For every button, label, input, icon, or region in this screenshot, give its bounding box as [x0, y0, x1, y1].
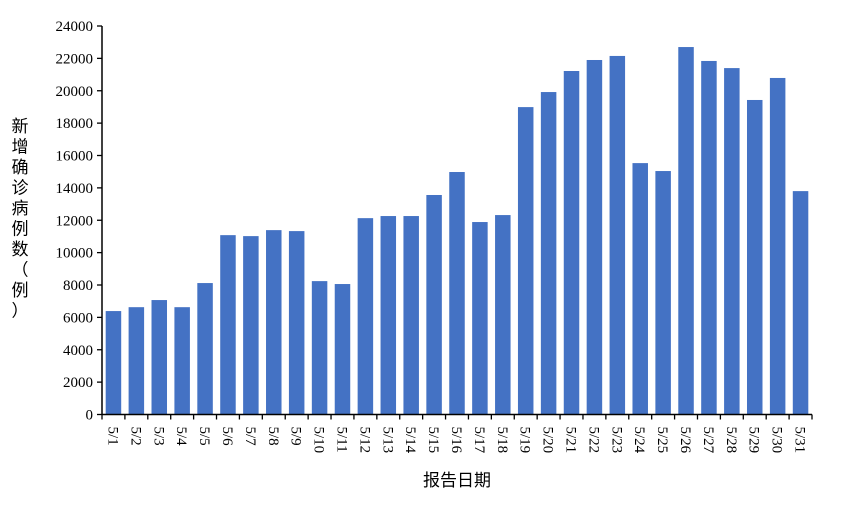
y-tick-label: 14000 [56, 181, 94, 197]
bar-5/1 [105, 311, 122, 415]
x-tick-label: 5/21 [563, 427, 579, 454]
x-tick-label: 5/17 [471, 427, 487, 454]
y-axis-title-char: 确 [12, 158, 29, 177]
bar-5/21 [563, 71, 580, 415]
x-tick-label: 5/19 [517, 427, 533, 454]
x-tick-label: 5/24 [631, 427, 647, 454]
bar-5/2 [128, 307, 145, 415]
bar-5/29 [746, 99, 763, 415]
y-tick-label: 16000 [56, 149, 94, 165]
x-tick-label: 5/10 [311, 427, 327, 454]
x-tick-label: 5/18 [494, 427, 510, 454]
bar-5/13 [380, 216, 397, 415]
bar-5/26 [678, 47, 694, 415]
bar-5/11 [334, 284, 351, 415]
y-tick-label: 6000 [63, 310, 93, 326]
y-axis-title-char: 病 [12, 199, 29, 218]
y-tick-label: 2000 [63, 375, 93, 391]
bar-5/10 [311, 281, 328, 415]
y-axis-title-char: （ [12, 261, 29, 280]
x-tick-label: 5/12 [356, 427, 372, 454]
x-tick-label: 5/4 [173, 427, 189, 447]
bar-5/4 [174, 307, 190, 415]
bar-5/7 [243, 236, 259, 415]
x-axis-title: 报告日期 [423, 471, 491, 490]
x-tick-label: 5/7 [242, 427, 258, 447]
x-tick-label: 5/16 [448, 427, 464, 454]
y-tick-label: 0 [86, 408, 94, 424]
x-tick-label: 5/15 [425, 427, 441, 454]
x-tick-label: 5/14 [402, 427, 418, 454]
bar-5/16 [449, 172, 465, 415]
x-tick-label: 5/5 [196, 427, 212, 446]
x-tick-label: 5/20 [540, 427, 556, 454]
axes-group [97, 25, 813, 420]
x-tick-label: 5/27 [700, 427, 716, 454]
y-axis-title-char: ） [12, 302, 29, 321]
x-tick-label: 5/22 [585, 427, 601, 454]
x-tick-label: 5/13 [379, 427, 395, 454]
x-tick-label: 5/26 [677, 427, 693, 454]
y-axis-title-char: 新 [12, 117, 29, 136]
y-tick-label: 10000 [56, 246, 94, 262]
y-tick-label: 4000 [63, 343, 93, 359]
bar-5/18 [495, 215, 511, 415]
y-axis-title-char: 诊 [12, 179, 29, 198]
bar-5/15 [426, 194, 442, 415]
x-tick-label: 5/2 [127, 427, 143, 446]
bar-5/19 [517, 107, 534, 415]
y-axis-title-char: 增 [12, 138, 29, 157]
x-tick-label: 5/3 [150, 427, 166, 446]
bar-5/27 [701, 60, 717, 415]
y-axis-title-char: 数 [12, 240, 29, 259]
bar-5/23 [609, 55, 626, 415]
y-tick-labels: 0 2000 4000 6000 8000 10000 12000 14000 16000 180… [56, 19, 94, 424]
bar-5/25 [655, 171, 671, 415]
y-tick-label: 24000 [56, 19, 94, 35]
bar-5/30 [769, 77, 786, 415]
y-tick-label: 20000 [56, 84, 94, 100]
x-tick-label: 5/25 [654, 427, 670, 454]
y-axis-title-char: 例 [12, 220, 29, 239]
bars-group [105, 47, 809, 415]
bar-5/24 [632, 163, 648, 415]
bar-5/31 [792, 191, 809, 415]
bar-5/20 [540, 92, 557, 415]
x-tick-labels: 5/1 5/2 5/3 5/4 5/5 5/6 5/7 5/8 5/9 5/10 5/11 5/12 5… [104, 427, 807, 454]
x-tick-label: 5/31 [792, 427, 808, 454]
x-tick-label: 5/28 [723, 427, 739, 454]
x-tick-label: 5/11 [333, 427, 349, 453]
y-tick-label: 22000 [56, 51, 94, 67]
bar-5/6 [220, 235, 236, 415]
bar-5/17 [472, 222, 488, 415]
bar-5/12 [357, 218, 374, 415]
bar-5/14 [403, 216, 419, 415]
x-tick-label: 5/6 [219, 427, 235, 447]
x-tick-label: 5/29 [746, 427, 762, 454]
bar-5/28 [724, 68, 740, 415]
y-tick-label: 18000 [56, 116, 94, 132]
bar-5/22 [586, 59, 603, 415]
bar-5/9 [288, 231, 305, 415]
y-tick-label: 8000 [63, 278, 93, 294]
x-tick-label: 5/8 [265, 427, 281, 446]
x-tick-label: 5/30 [769, 427, 785, 454]
y-axis-title-char: 例 [12, 281, 29, 300]
bar-5/3 [151, 300, 168, 415]
x-tick-label: 5/9 [288, 427, 304, 446]
x-tick-label: 5/23 [608, 427, 624, 454]
bar-5/5 [197, 283, 213, 415]
y-tick-label: 12000 [56, 213, 94, 229]
bar-5/8 [266, 230, 282, 415]
x-tick-label: 5/1 [104, 427, 120, 446]
